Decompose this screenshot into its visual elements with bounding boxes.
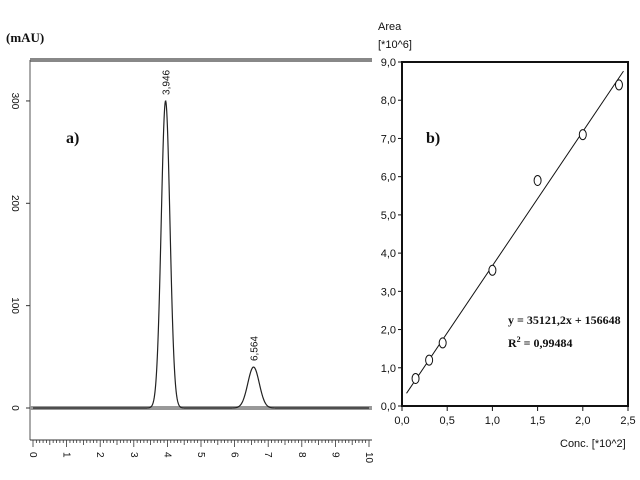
calibration-y-tick-label: 5,0 (381, 210, 396, 222)
calibration-point (438, 337, 447, 349)
calibration-x-tick-label: 2,0 (575, 415, 590, 427)
calibration-panel-label: b) (426, 130, 440, 147)
chromatogram-panel: (mAU) a) 0 100 200 300 0 1 2 3 4 5 6 7 8 9 10 3,946 6,… (6, 30, 374, 464)
chromatogram-y-tick-label: 100 (9, 297, 20, 314)
chromatogram-x-tick-label: 1 (61, 452, 72, 458)
calibration-y-tick-label: 1,0 (381, 363, 396, 375)
calibration-x-tick-label: 1,5 (530, 415, 545, 427)
chromatogram-peak-labels: 3,946 6,564 (162, 69, 261, 361)
calibration-x-label: Conc. [*10^2] (560, 438, 626, 450)
calibration-x-tick-label: 2,5 (620, 415, 635, 427)
calibration-points (411, 79, 623, 384)
calibration-x-tick-label: 0,5 (440, 415, 455, 427)
calibration-y-label-line2: [*10^6] (378, 39, 412, 51)
chromatogram-x-tick-label: 2 (94, 452, 105, 458)
calibration-plot-frame (401, 61, 629, 407)
chromatogram-y-tick-label: 200 (9, 195, 20, 212)
calibration-point (533, 174, 542, 186)
chromatogram-y-ticks: 0 100 200 300 (9, 93, 30, 411)
chromatogram-x-tick-label: 5 (195, 452, 206, 458)
chromatogram-top-bar (30, 58, 372, 62)
chromatogram-x-tick-label: 3 (128, 452, 139, 458)
chromatogram-panel-label: a) (66, 130, 79, 147)
r-squared-sup: 2 (517, 335, 521, 344)
calibration-y-tick-label: 4,0 (381, 248, 396, 260)
calibration-y-tick-label: 3,0 (381, 286, 396, 298)
peak-label: 6,564 (250, 336, 261, 361)
chromatogram-x-tick-label: 6 (229, 452, 240, 458)
r-squared-value: = 0,99484 (521, 336, 573, 350)
calibration-y-ticks: 0,0 1,0 2,0 3,0 4,0 5,0 6,0 7,0 8,0 9,0 (381, 57, 402, 413)
calibration-y-tick-label: 0,0 (381, 401, 396, 413)
calibration-y-label-line1: Area (378, 21, 402, 33)
chromatogram-x-ticks: 0 1 2 3 4 5 6 7 8 9 10 (27, 440, 374, 464)
chromatogram-y-label: (mAU) (6, 30, 44, 45)
calibration-y-tick-label: 2,0 (381, 325, 396, 337)
chromatogram-x-tick-label: 8 (296, 452, 307, 458)
calibration-panel: Area [*10^6] b) 0,0 1,0 2,0 3,0 4,0 5,0 6,0 7,0… (378, 21, 636, 450)
chromatogram-x-tick-label: 7 (262, 452, 273, 458)
calibration-x-ticks: 0,0 0,5 1,0 1,5 2,0 2,5 (394, 406, 636, 427)
r-squared: R2 = 0,99484 (508, 335, 573, 350)
chromatogram-y-tick-label: 300 (9, 93, 20, 110)
regression-equation: y = 35121,2x + 156648 (508, 313, 621, 327)
peak-label: 3,946 (162, 69, 173, 94)
calibration-y-tick-label: 9,0 (381, 57, 396, 69)
calibration-point (614, 79, 623, 91)
calibration-point (425, 354, 434, 366)
chromatogram-x-tick-label: 4 (161, 452, 172, 458)
chromatogram-y-tick-label: 0 (9, 405, 20, 411)
chromatogram-x-tick-label: 10 (363, 452, 374, 464)
calibration-y-tick-label: 8,0 (381, 95, 396, 107)
calibration-point (488, 264, 497, 276)
chromatogram-x-tick-label: 9 (329, 452, 340, 458)
calibration-point (411, 372, 420, 384)
calibration-x-tick-label: 1,0 (485, 415, 500, 427)
chromatogram-x-tick-label: 0 (27, 452, 38, 458)
chromatogram-trace (33, 100, 369, 409)
calibration-x-tick-label: 0,0 (394, 415, 409, 427)
calibration-y-tick-label: 7,0 (381, 133, 396, 145)
calibration-point (578, 129, 587, 141)
calibration-y-tick-label: 6,0 (381, 172, 396, 184)
r-squared-label: R (508, 336, 517, 350)
